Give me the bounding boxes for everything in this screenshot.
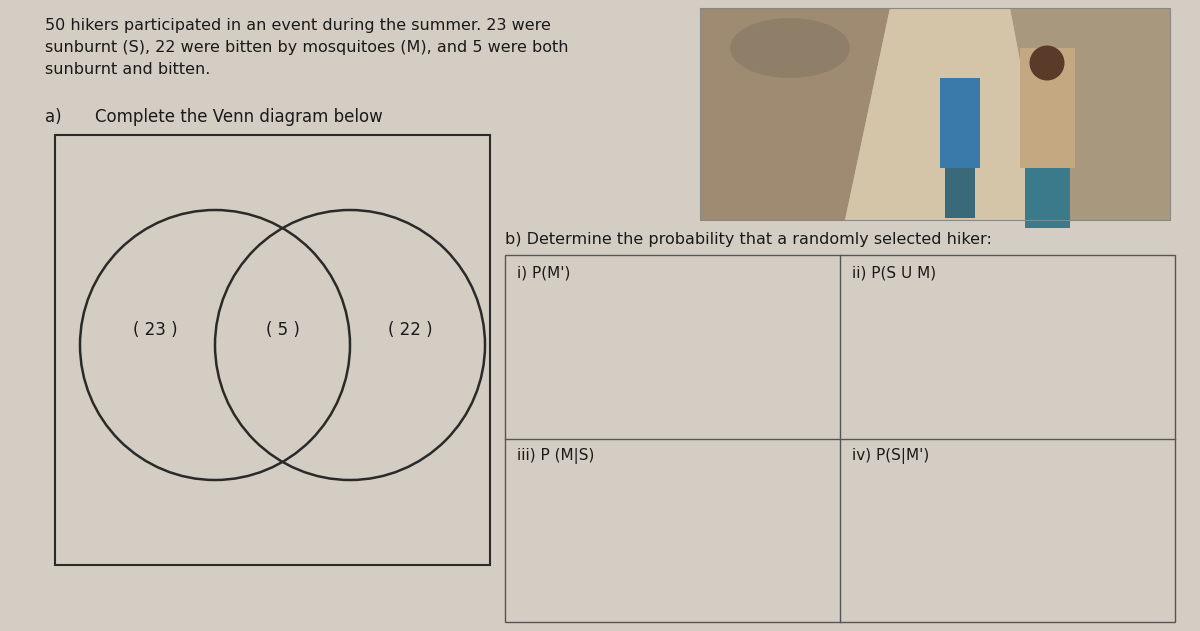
Bar: [1020, 48, 1075, 168]
Bar: [55, 135, 490, 565]
Text: ( 23 ): ( 23 ): [133, 321, 178, 339]
Polygon shape: [1010, 8, 1170, 220]
Text: 50 hikers participated in an event during the summer. 23 were
sunburnt (S), 22 w: 50 hikers participated in an event durin…: [46, 18, 569, 78]
Text: ( 5 ): ( 5 ): [266, 321, 300, 339]
Text: i) P(M'): i) P(M'): [517, 265, 570, 280]
Text: ( 22 ): ( 22 ): [388, 321, 432, 339]
Ellipse shape: [730, 18, 850, 78]
Text: iv) P(S|M'): iv) P(S|M'): [852, 449, 929, 464]
Bar: [700, 8, 1170, 220]
Bar: [1025, 168, 1070, 228]
Text: ii) P(S U M): ii) P(S U M): [852, 265, 936, 280]
Bar: [946, 168, 974, 218]
Ellipse shape: [1030, 45, 1064, 81]
Bar: [700, 8, 1170, 220]
Text: Complete the Venn diagram below: Complete the Venn diagram below: [95, 108, 383, 126]
Bar: [505, 255, 1175, 622]
Text: b) Determine the probability that a randomly selected hiker:: b) Determine the probability that a rand…: [505, 232, 992, 247]
Bar: [940, 78, 980, 168]
Text: iii) P (M|S): iii) P (M|S): [517, 449, 594, 464]
Text: a): a): [46, 108, 61, 126]
Polygon shape: [700, 8, 890, 220]
Polygon shape: [845, 8, 1050, 220]
